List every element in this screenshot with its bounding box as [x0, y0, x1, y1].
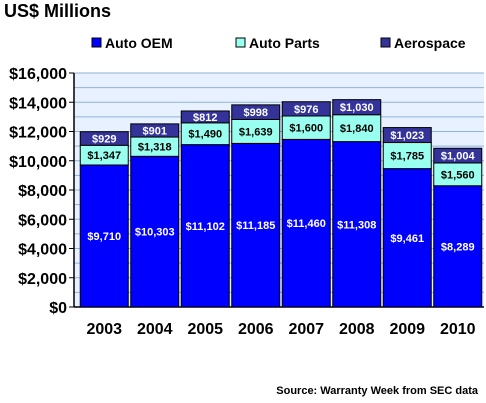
x-tick-label: 2006: [238, 321, 274, 338]
x-tick-label: 2008: [339, 321, 375, 338]
x-tick-label: 2007: [288, 321, 324, 338]
bar-auto-oem: [382, 168, 432, 308]
data-label: $1,600: [289, 123, 323, 135]
data-label: $1,639: [239, 126, 273, 138]
data-label: $929: [92, 133, 116, 145]
legend-label-auto-parts: Auto Parts: [249, 35, 320, 51]
bar-auto-oem: [433, 185, 483, 308]
y-tick-label: $4,000: [18, 242, 67, 259]
bar-auto-oem: [281, 138, 331, 308]
y-tick-label: $6,000: [18, 212, 67, 229]
bar-aerospace: [433, 147, 483, 164]
x-tick-label: 2010: [440, 321, 476, 338]
legend-swatch-aerospace: [380, 37, 391, 48]
y-tick-label: $0: [49, 300, 67, 317]
y-tick-label: $12,000: [9, 125, 67, 142]
bar-aerospace: [79, 131, 129, 146]
legend-swatch-auto-oem: [91, 37, 102, 48]
bar-auto-parts: [332, 114, 382, 143]
data-label: $812: [193, 112, 217, 124]
y-tick-label: $8,000: [18, 183, 67, 200]
source-note: Source: Warranty Week from SEC data: [276, 385, 478, 397]
data-label: $1,023: [390, 130, 424, 142]
data-label: $10,303: [135, 227, 175, 239]
data-label: $11,308: [337, 219, 376, 231]
x-tick-label: 2009: [389, 321, 425, 338]
data-label: $11,460: [287, 218, 326, 230]
legend-label-auto-oem: Auto OEM: [105, 35, 173, 51]
data-label: $1,785: [390, 151, 424, 163]
bar-aerospace: [382, 127, 432, 144]
data-label: $11,102: [186, 221, 225, 233]
data-label: $1,560: [441, 169, 475, 181]
data-label: $1,318: [138, 142, 172, 154]
y-tick-label: $2,000: [18, 271, 67, 288]
bar-auto-oem: [180, 144, 230, 308]
data-label: $9,461: [390, 233, 424, 245]
bar-auto-oem: [332, 141, 382, 308]
bar-aerospace: [130, 123, 180, 138]
data-label: $1,490: [188, 129, 222, 141]
x-tick-label: 2005: [187, 321, 223, 338]
legend-swatch-auto-parts: [235, 37, 246, 48]
bar-aerospace: [332, 99, 382, 116]
data-label: $8,289: [441, 241, 475, 253]
y-tick-label: $10,000: [9, 154, 67, 171]
chart-title: US$ Millions: [4, 1, 112, 21]
data-label: $998: [244, 107, 268, 119]
data-label: $1,004: [441, 151, 476, 163]
data-label: $11,185: [236, 220, 275, 232]
data-label: $976: [294, 104, 318, 116]
x-tick-label: 2003: [86, 321, 122, 338]
bar-auto-oem: [231, 142, 281, 308]
data-label: $901: [143, 125, 167, 137]
data-label: $1,840: [340, 123, 374, 135]
bar-aerospace: [281, 101, 331, 117]
data-label: $1,347: [87, 150, 121, 162]
y-tick-label: $16,000: [9, 66, 67, 83]
y-tick-label: $14,000: [9, 95, 67, 112]
data-label: $9,710: [87, 231, 121, 243]
data-label: $1,030: [340, 102, 374, 114]
bar-aerospace: [180, 110, 230, 124]
legend-label-aerospace: Aerospace: [394, 35, 466, 51]
x-tick-label: 2004: [137, 321, 173, 338]
bar-aerospace: [231, 104, 281, 120]
